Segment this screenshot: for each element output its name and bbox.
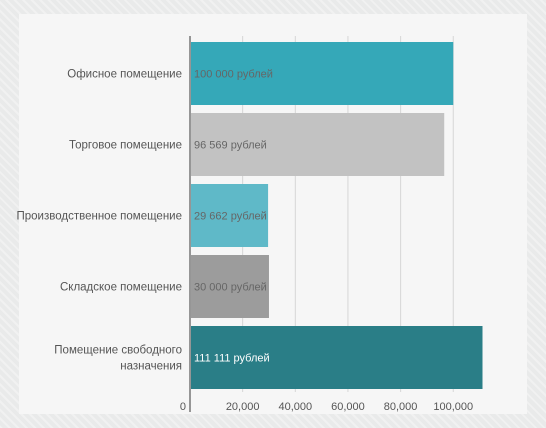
data-label: 96 569 рублей	[194, 140, 267, 152]
bar	[191, 326, 483, 389]
x-tick-label: 100,000	[433, 401, 473, 413]
bar	[191, 255, 269, 318]
category-label: Офисное помещение	[67, 69, 182, 81]
x-tick-label: 80,000	[384, 401, 418, 413]
data-label: 100 000 рублей	[194, 69, 273, 81]
category-label: Производственное помещение	[17, 211, 183, 223]
bar	[191, 184, 269, 247]
data-label: 29 662 рублей	[194, 211, 267, 223]
x-tick-label: 0	[180, 401, 186, 413]
category-label: Торговое помещение	[69, 140, 182, 152]
category-label: Помещение свободного назначения	[54, 345, 182, 373]
x-tick-label: 60,000	[331, 401, 365, 413]
x-tick-label: 20,000	[226, 401, 260, 413]
data-label: 111 111 рублей	[194, 353, 270, 365]
bar	[191, 113, 445, 176]
bar	[191, 42, 454, 105]
category-label: Складское помещение	[60, 282, 182, 294]
data-label: 30 000 рублей	[194, 282, 267, 294]
x-tick-label: 40,000	[278, 401, 312, 413]
